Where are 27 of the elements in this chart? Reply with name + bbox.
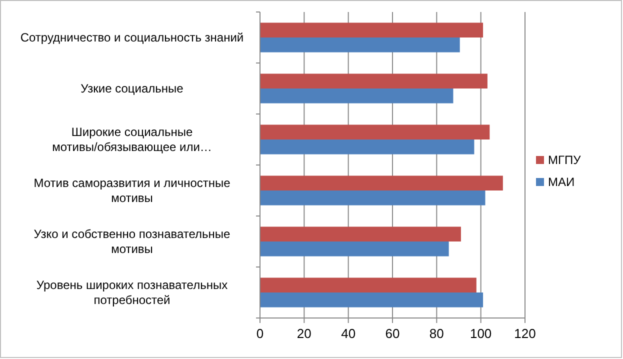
y-tick-label: Широкие социальные мотивы/обязывающее или… [52,125,212,154]
y-tick-label: Уровень широких познавательных потребностей [36,278,228,307]
x-tick-label: 60 [385,326,400,341]
x-tick-label: 40 [341,326,356,341]
bar [260,22,484,38]
y-tick-label: Сотрудничество и социальность знаний [20,30,244,44]
x-tick-label: 120 [514,326,536,341]
bar [260,176,503,190]
bar [260,292,484,308]
y-tick-label: Узко и собственно познавательные мотивы [34,227,231,256]
x-tick-label: 20 [296,326,312,341]
x-tick-label: 80 [429,326,444,341]
bar [260,74,488,88]
bar [260,242,449,256]
bar [260,140,474,154]
bar [260,190,486,206]
bar [260,88,454,104]
legend-label: МГПУ [548,153,582,167]
x-tick-label: 100 [470,326,492,341]
legend-label: МАИ [548,175,575,189]
y-tick-label: Узкие социальные [80,82,184,96]
bar [260,124,490,140]
bar [260,38,460,52]
bar [260,226,461,242]
x-tick-label: 0 [256,326,264,341]
bar [260,278,476,292]
y-tick-label: Мотив саморазвития и личностные мотивы [34,176,231,205]
